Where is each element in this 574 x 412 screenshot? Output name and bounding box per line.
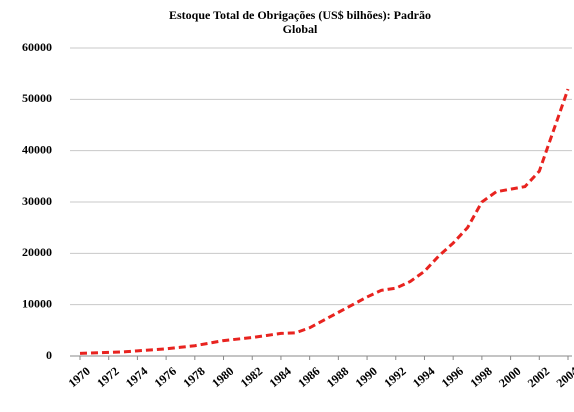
- x-tick-label: 1978: [180, 364, 207, 390]
- y-tick-label: 20000: [22, 245, 52, 259]
- x-tick-label: 1970: [66, 364, 93, 390]
- y-tick-label: 10000: [22, 296, 52, 310]
- x-tick-label: 1986: [295, 364, 322, 390]
- x-tick-label: 1980: [209, 364, 236, 390]
- x-tick-label: 1988: [324, 364, 351, 390]
- x-tick-label: 1974: [123, 364, 150, 390]
- x-tick-label: 1976: [152, 364, 179, 390]
- x-tick-label: 1982: [238, 364, 265, 390]
- x-tick-label: 1972: [94, 364, 121, 390]
- x-tick-label: 2004: [554, 364, 574, 390]
- x-tick-label: 1998: [467, 364, 494, 390]
- chart-title: Global: [283, 22, 318, 36]
- x-tick-label: 1984: [266, 364, 293, 390]
- y-tick-label: 40000: [22, 142, 52, 156]
- y-tick-label: 60000: [22, 40, 52, 54]
- x-tick-label: 1990: [353, 364, 380, 390]
- chart-title: Estoque Total de Obrigações (US$ bilhões…: [169, 8, 431, 22]
- x-tick-label: 1992: [381, 364, 408, 390]
- x-tick-label: 1996: [439, 364, 466, 390]
- x-tick-label: 2000: [496, 364, 523, 390]
- x-tick-label: 1994: [410, 364, 437, 390]
- y-tick-label: 30000: [22, 194, 52, 208]
- y-tick-label: 50000: [22, 91, 52, 105]
- x-tick-label: 2002: [525, 364, 552, 390]
- y-tick-label: 0: [46, 348, 52, 362]
- line: [79, 88, 570, 355]
